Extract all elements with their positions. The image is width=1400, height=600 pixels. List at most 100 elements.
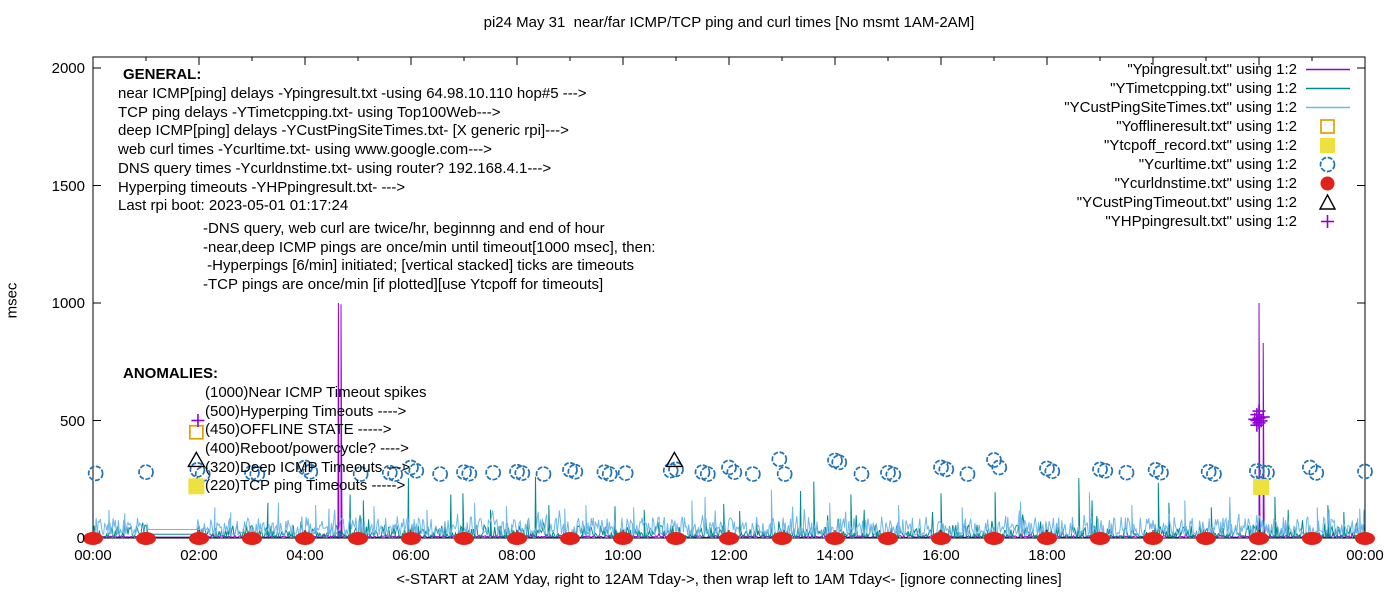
curl-circle-marker: [535, 466, 552, 482]
general-line: DNS query times -Ycurldnstime.txt- using…: [118, 159, 552, 177]
legend-row: "Ycurldnstime.txt" using 1:2: [920, 174, 1360, 193]
x-tick-label: 00:00: [74, 547, 112, 564]
y-tick-label: 500: [59, 412, 85, 430]
curl-circle-marker: [302, 463, 319, 480]
dns-dot-marker: [772, 532, 792, 546]
curl-circle-marker: [1249, 463, 1265, 479]
curl-circle-marker: [249, 466, 266, 482]
dns-dot-marker: [719, 532, 739, 546]
curl-circle-marker: [880, 464, 896, 481]
x-tick-label: 22:00: [1240, 547, 1278, 564]
x-tick-label: 06:00: [392, 547, 430, 564]
y-tick-label: 0: [76, 530, 85, 547]
general-header: GENERAL:: [123, 66, 202, 83]
general-line: Hyperping timeouts -YHPpingresult.txt- -…: [118, 178, 406, 196]
curl-circle-marker: [662, 462, 679, 479]
curl-circle-marker: [1206, 466, 1222, 482]
y-tick-label: 1000: [51, 295, 85, 312]
dns-dot-marker: [189, 532, 209, 546]
legend-label: "YHPpingresult.txt" using 1:2: [1105, 213, 1297, 230]
legend-label: "YCustPingTimeout.txt" using 1:2: [1076, 194, 1297, 211]
dns-dot-marker: [1196, 532, 1216, 546]
curl-circle-marker: [601, 466, 618, 482]
anomaly-line: (1000)Near ICMP Timeout spikes: [205, 384, 427, 401]
general-line: deep ICMP[ping] delays -YCustPingSiteTim…: [118, 122, 569, 140]
y-tick-label: 2000: [51, 60, 85, 77]
anomaly-line: (220)TCP ping Timeouts ----->: [205, 477, 406, 495]
deep-timeout-triangle-marker: [665, 451, 684, 468]
dns-dot-marker: [136, 532, 156, 546]
general-note-line: -TCP pings are once/min [if plotted][use…: [203, 276, 604, 294]
curl-circle-marker: [1097, 462, 1114, 479]
curl-circle-marker: [1308, 465, 1325, 481]
x-tick-label: 10:00: [604, 547, 642, 564]
tcpoff-square-marker: [1253, 479, 1270, 496]
legend-plus-icon: [1302, 212, 1354, 231]
curl-circle-marker: [1259, 464, 1275, 481]
curl-circle-marker: [744, 466, 761, 482]
curl-circle-marker: [514, 465, 531, 481]
curl-circle-marker: [87, 465, 104, 482]
legend-line-icon: [1302, 60, 1354, 79]
legend-row: "YTimetcpping.txt" using 1:2: [920, 79, 1360, 98]
dns-dot-marker: [666, 532, 686, 546]
curl-circle-marker: [991, 459, 1008, 476]
legend-label: "Ycurldnstime.txt" using 1:2: [1114, 175, 1297, 192]
legend-circle-filled-icon: [1302, 174, 1354, 193]
series-0-line: [92, 302, 1366, 540]
legend-row: "YHPpingresult.txt" using 1:2: [920, 212, 1360, 231]
dns-dot-marker: [1090, 532, 1110, 546]
curl-circle-marker: [699, 466, 716, 482]
offline-square-marker: [189, 424, 204, 440]
curl-circle-marker: [617, 465, 634, 481]
dns-dot-marker: [931, 532, 951, 546]
general-note-line: -near,deep ICMP pings are once/min until…: [203, 238, 656, 256]
curl-circle-marker: [461, 465, 478, 482]
x-tick-label: 12:00: [710, 547, 748, 564]
curl-circle-marker: [432, 466, 448, 482]
curl-circle-marker: [1153, 464, 1169, 481]
curl-circle-marker: [189, 462, 206, 478]
curl-circle-marker: [853, 466, 870, 482]
x-axis-label: <-START at 2AM Yday, right to 12AM Tday-…: [396, 571, 1062, 588]
x-tick-label: 08:00: [498, 547, 536, 564]
x-tick-label: 14:00: [816, 547, 854, 564]
curl-circle-marker: [726, 464, 743, 481]
dns-dot-marker: [295, 532, 315, 546]
legend-label: "Yofflineresult.txt" using 1:2: [1116, 118, 1297, 135]
curl-circle-marker: [1118, 464, 1135, 481]
dns-dot-marker: [984, 532, 1004, 546]
dns-dot-marker: [825, 532, 845, 546]
dns-dot-marker: [1143, 532, 1163, 546]
curl-circle-marker: [562, 462, 578, 478]
x-tick-label: 04:00: [286, 547, 324, 564]
dns-dot-marker: [1249, 532, 1269, 546]
general-note-line: -Hyperpings [6/min] initiated; [vertical…: [203, 257, 635, 275]
general-line: near ICMP[ping] delays -Ypingresult.txt …: [118, 85, 587, 102]
curl-circle-marker: [408, 462, 425, 479]
legend-square-open-icon: [1302, 117, 1354, 136]
curl-circle-marker: [938, 461, 955, 478]
x-tick-label: 18:00: [1028, 547, 1066, 564]
curl-circle-marker: [885, 466, 902, 483]
curl-circle-marker: [694, 464, 711, 481]
legend-label: "YCustPingSiteTimes.txt" using 1:2: [1064, 99, 1297, 116]
curl-circle-marker: [387, 466, 403, 482]
dns-dot-marker: [878, 532, 898, 546]
legend-row: "Ycurltime.txt" using 1:2: [920, 155, 1360, 174]
curl-circle-marker: [776, 466, 793, 482]
anomalies-header: ANOMALIES:: [123, 365, 218, 382]
legend-triangle-open-icon: [1302, 193, 1354, 212]
dns-dot-marker: [1302, 532, 1322, 546]
anomaly-line: (320)Deep ICMP Timeouts --->: [205, 458, 411, 476]
legend-label: "YTimetcpping.txt" using 1:2: [1110, 80, 1297, 97]
legend-line-icon: [1302, 98, 1354, 117]
general-line: web curl times -Ycurltime.txt- using www…: [118, 141, 492, 159]
curl-circle-marker: [1039, 460, 1055, 477]
x-tick-label: 16:00: [922, 547, 960, 564]
anomaly-line: (450)OFFLINE STATE ----->: [205, 421, 392, 439]
legend-row: "Yofflineresult.txt" using 1:2: [920, 117, 1360, 136]
dns-dot-marker: [1355, 532, 1375, 546]
